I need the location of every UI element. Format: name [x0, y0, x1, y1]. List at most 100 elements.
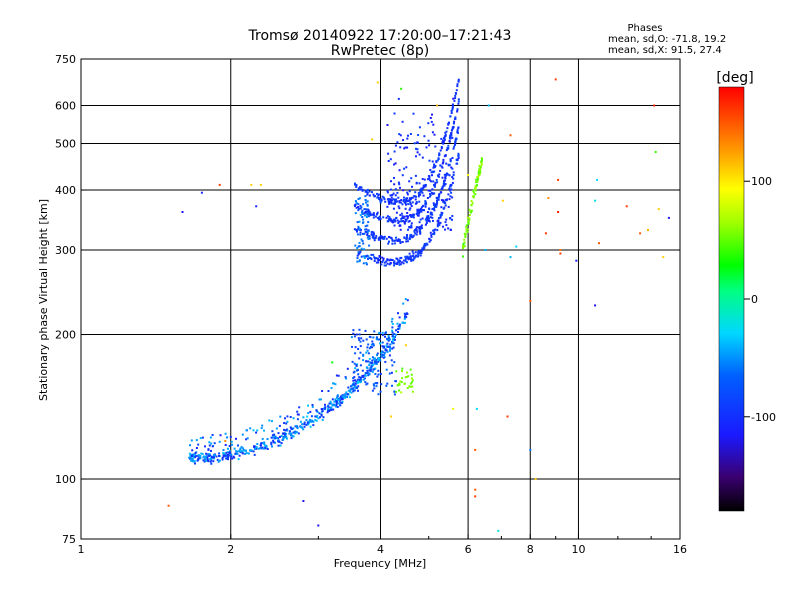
data-point [358, 207, 360, 210]
data-point [451, 176, 454, 178]
data-point [357, 380, 360, 383]
data-point [475, 184, 478, 187]
data-point [200, 191, 203, 194]
data-point [371, 370, 374, 373]
data-point [412, 216, 415, 219]
data-point [403, 196, 405, 199]
data-point [449, 115, 452, 118]
data-point [409, 237, 412, 240]
data-point [358, 252, 361, 255]
data-point [423, 178, 426, 181]
data-point [440, 147, 443, 150]
data-point [351, 387, 354, 390]
data-point [364, 372, 367, 375]
data-point [355, 386, 357, 388]
data-point [361, 374, 364, 377]
data-point [354, 212, 357, 215]
data-point [273, 433, 276, 436]
data-point [226, 457, 229, 460]
data-point [292, 427, 295, 430]
data-point [378, 338, 381, 341]
data-point [432, 202, 435, 205]
data-point [377, 357, 380, 360]
data-point [382, 354, 385, 357]
data-point [359, 345, 362, 348]
data-point [218, 183, 221, 186]
data-point [372, 383, 375, 386]
data-point [480, 163, 483, 166]
data-point [393, 183, 396, 186]
data-point [374, 237, 377, 239]
data-point [405, 237, 408, 240]
x-tick-label: 6 [465, 543, 472, 556]
data-point [296, 427, 299, 430]
data-point [429, 231, 432, 234]
phase-stats-x: mean, sd,X: 91.5, 27.4 [608, 45, 722, 56]
data-point [377, 360, 380, 363]
data-point [195, 455, 198, 458]
data-point [440, 206, 443, 209]
data-point [323, 407, 326, 410]
data-point [358, 220, 361, 223]
data-point [199, 457, 202, 460]
data-point [436, 225, 439, 228]
x-tick-label: 10 [571, 543, 585, 556]
data-point [378, 357, 381, 360]
data-point [353, 204, 356, 207]
data-point [407, 134, 409, 137]
data-point [388, 202, 391, 205]
data-point [453, 145, 456, 148]
data-point [419, 188, 422, 191]
data-point [399, 257, 402, 260]
data-point [466, 216, 469, 219]
data-point [455, 137, 458, 140]
data-point [378, 259, 381, 261]
data-point [336, 394, 339, 397]
data-point [381, 354, 384, 357]
y-tick-label: 500 [55, 138, 76, 151]
data-point [270, 441, 273, 444]
data-point [356, 378, 359, 381]
data-point [437, 217, 440, 219]
data-point [386, 350, 389, 353]
data-point [382, 257, 385, 260]
data-point [410, 373, 413, 376]
data-point [410, 205, 413, 207]
data-point [454, 142, 457, 145]
data-point [372, 216, 375, 219]
data-point [401, 120, 404, 123]
data-point [377, 261, 380, 264]
data-point [407, 203, 410, 206]
data-point [364, 190, 367, 193]
data-point [215, 455, 218, 458]
data-point [188, 456, 191, 459]
data-point [440, 137, 443, 140]
data-point [377, 238, 380, 241]
data-point [357, 228, 360, 230]
data-point [209, 436, 212, 439]
data-point [362, 203, 365, 206]
data-point [365, 255, 368, 258]
data-point [355, 229, 358, 232]
data-point [412, 254, 415, 257]
data-point [363, 208, 366, 211]
data-point [430, 235, 433, 238]
data-point [457, 156, 460, 159]
data-point [360, 238, 363, 241]
data-point [428, 144, 431, 147]
y-tick-label: 750 [55, 53, 76, 66]
data-point [358, 228, 361, 231]
data-point [370, 365, 373, 368]
data-point [378, 216, 381, 219]
data-point [436, 159, 439, 162]
data-point [408, 236, 411, 239]
data-point [432, 229, 435, 232]
data-point [312, 424, 315, 427]
data-point [390, 202, 393, 205]
data-point [376, 81, 379, 84]
data-point [409, 382, 412, 385]
data-point [274, 437, 276, 440]
data-point [190, 459, 193, 462]
data-point [420, 210, 422, 213]
data-point [415, 181, 418, 184]
